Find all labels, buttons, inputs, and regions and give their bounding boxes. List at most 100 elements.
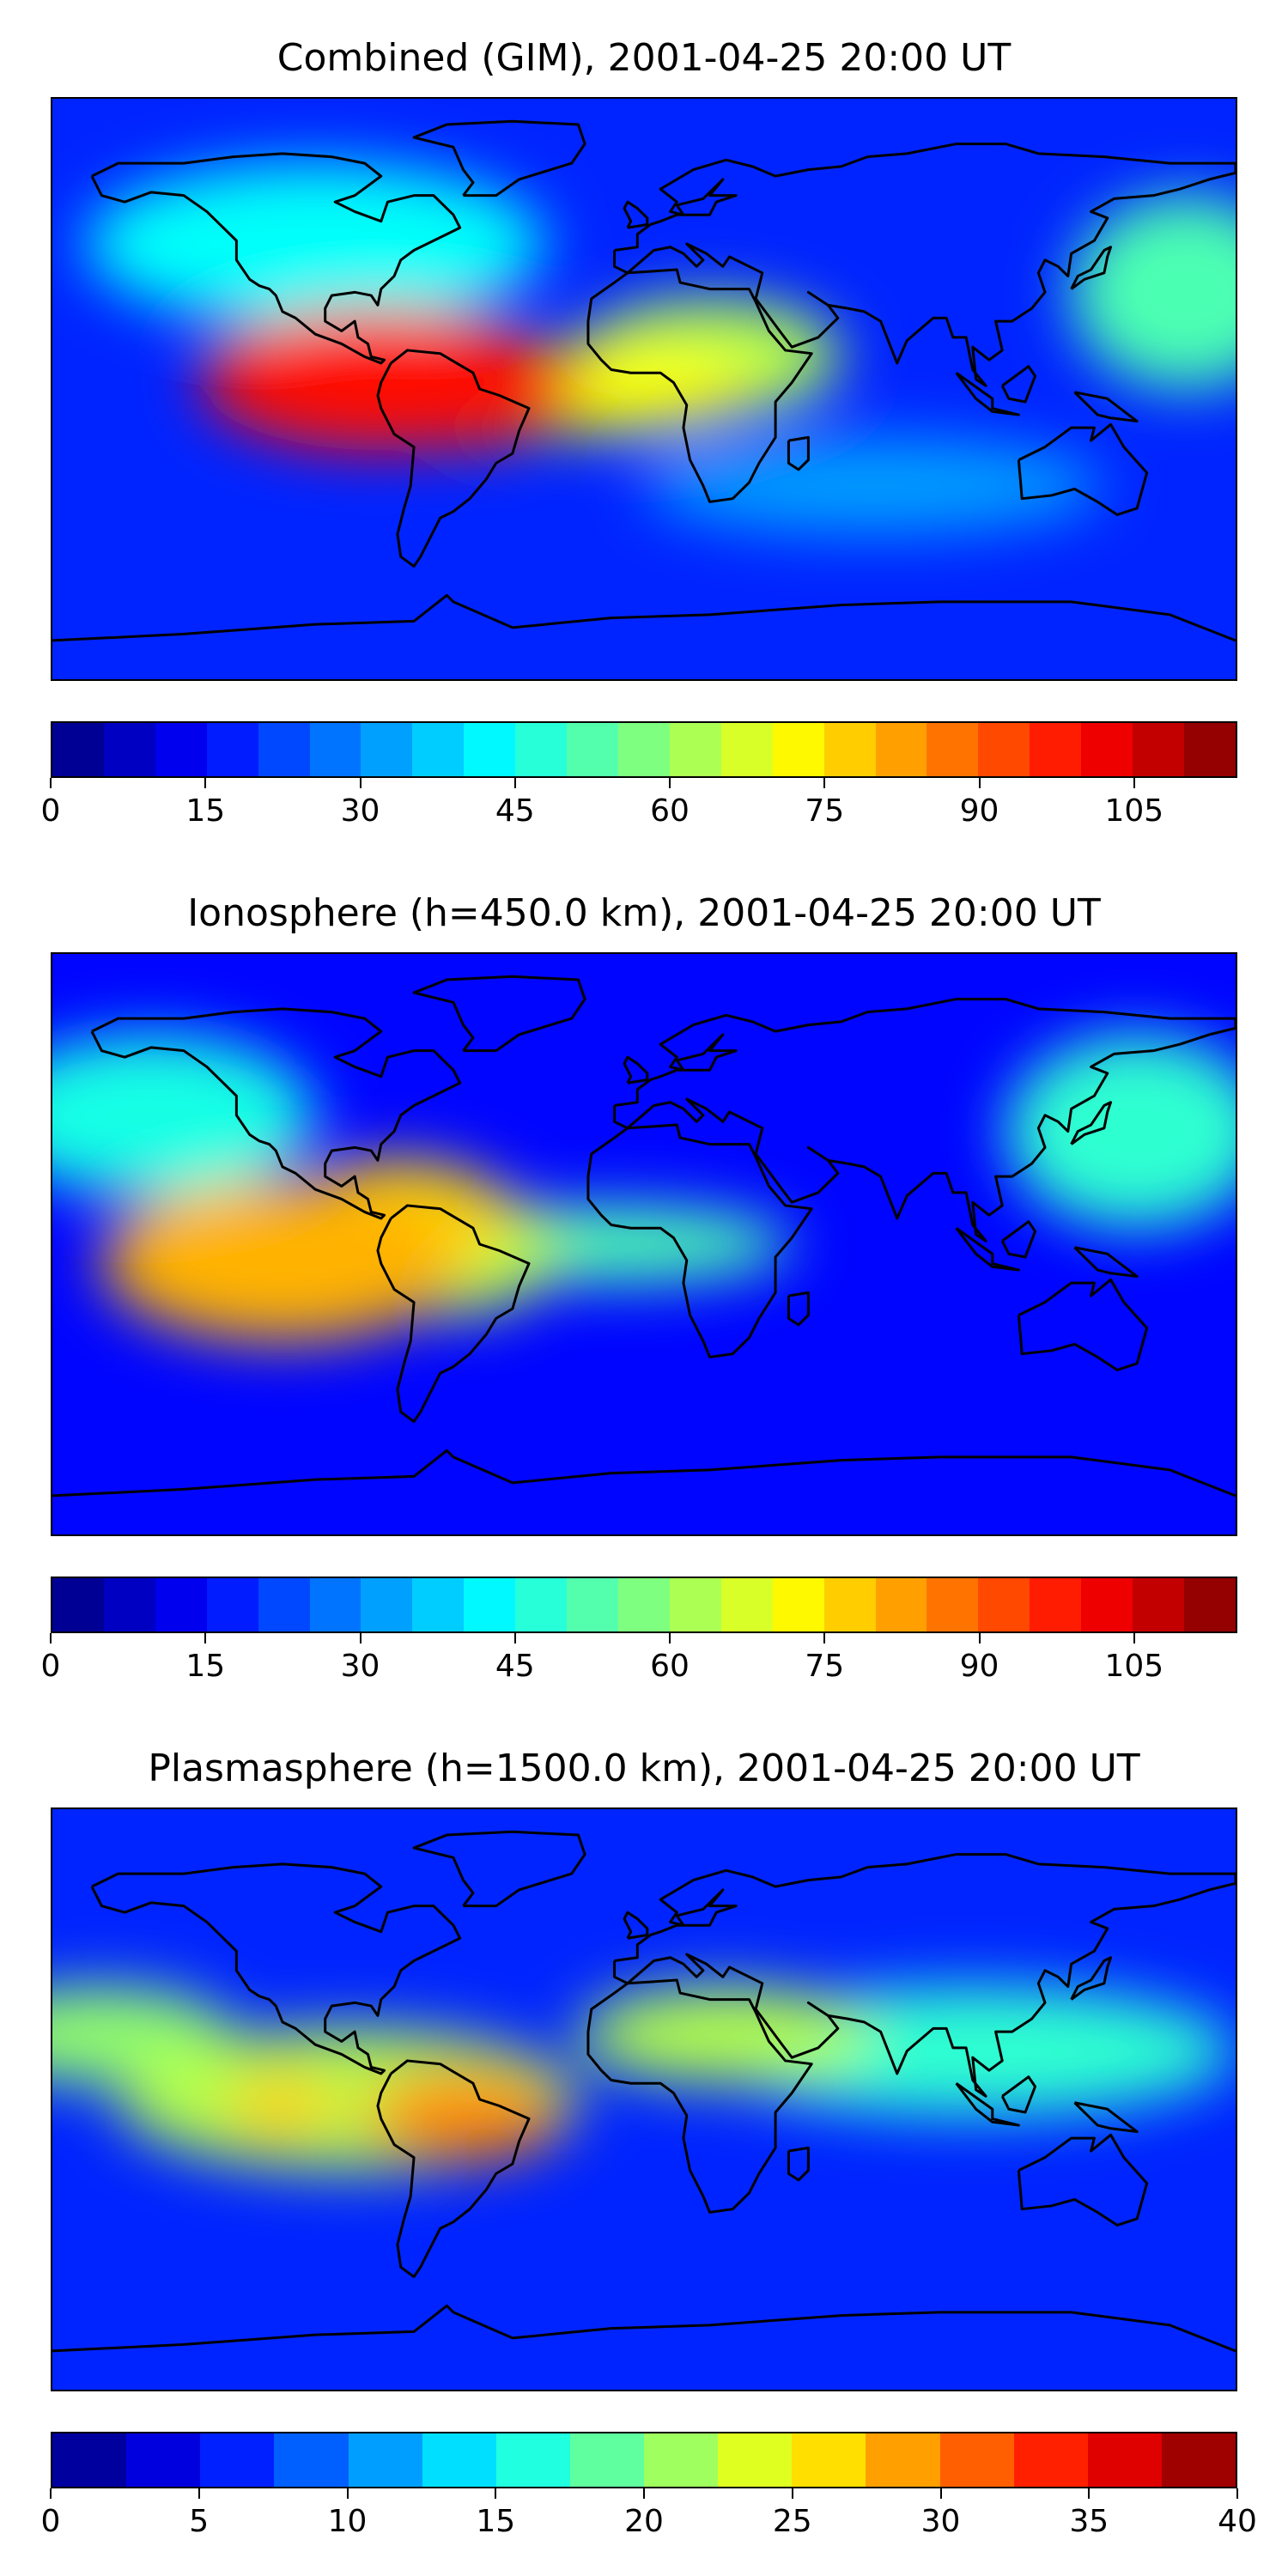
- map-svg: [52, 99, 1236, 679]
- colorbar-tick-label: 30: [340, 793, 380, 829]
- colorbar-combined: [51, 721, 1237, 778]
- colorbar-tick-label: 5: [189, 2504, 210, 2539]
- coastline: [1017, 1278, 1149, 1371]
- colorbar-ticks-plasmasphere: 0 5 10 15 20 25 30 35 40: [41, 2488, 1257, 2540]
- colorbar-segment: [1030, 1578, 1082, 1631]
- coastline: [90, 152, 462, 365]
- colorbar-tick-label: 15: [185, 1649, 226, 1684]
- colorbar-tick-mark: [513, 1633, 516, 1643]
- colorbar-ticks-combined: 0 15 30 45 60 75 90 105: [41, 778, 1237, 829]
- coastline: [376, 2059, 531, 2279]
- colorbar-tick-mark: [50, 778, 52, 788]
- coastline: [412, 975, 586, 1053]
- coastline: [376, 349, 531, 568]
- coastline: [1073, 391, 1139, 423]
- colorbar-tick-mark: [197, 2488, 200, 2499]
- coastline: [613, 1853, 1236, 2098]
- colorbar-segment: [200, 2433, 275, 2487]
- coastline: [412, 119, 586, 197]
- colorbar-segment: [464, 723, 516, 776]
- colorbar-segment: [1133, 723, 1184, 776]
- colorbar-segment: [52, 2433, 127, 2487]
- panel-title-ionosphere: Ionosphere (h=450.0 km), 2001-04-25 20:0…: [187, 891, 1101, 935]
- field-blob: [223, 2076, 342, 2136]
- colorbar-segment: [1030, 723, 1082, 776]
- colorbar-segment: [617, 1578, 670, 1631]
- coastline: [613, 998, 1236, 1242]
- colorbar-segment: [1183, 1578, 1236, 1631]
- colorbar-segment: [515, 723, 568, 776]
- colorbar-tick-mark: [1133, 778, 1135, 788]
- colorbar-segment: [792, 2433, 866, 2487]
- coastline: [52, 1449, 1236, 1498]
- map-svg: [52, 1809, 1236, 2390]
- colorbar-segment: [567, 1578, 618, 1631]
- colorbar-segment: [309, 1578, 361, 1631]
- colorbar-tick-mark: [939, 2488, 942, 2499]
- colorbar-tick-label: 75: [805, 1649, 845, 1684]
- coastline: [1000, 365, 1037, 404]
- field-blob: [364, 2070, 562, 2161]
- colorbar-segment: [1081, 1578, 1133, 1631]
- colorbar-segment: [720, 1578, 773, 1631]
- field-blob: [85, 163, 546, 325]
- colorbar-tick-label: 60: [650, 1649, 690, 1684]
- coastline: [1073, 2101, 1139, 2134]
- colorbar-tick-mark: [823, 778, 826, 788]
- coastline: [1070, 1101, 1113, 1145]
- colorbar-tick-label: 0: [40, 2504, 61, 2539]
- colorbar-tick-mark: [495, 2488, 497, 2499]
- colorbar-segment: [927, 1578, 979, 1631]
- colorbar-segment: [1081, 723, 1133, 776]
- colorbar-segment: [52, 1578, 104, 1631]
- colorbar-tick-mark: [823, 1633, 826, 1643]
- colorbar-segment: [274, 2433, 349, 2487]
- colorbar-tick-mark: [643, 2488, 645, 2499]
- colorbar-ionosphere: [51, 1577, 1237, 1633]
- colorbar-tick-mark: [1088, 2488, 1091, 2499]
- colorbar-plasmasphere: [51, 2432, 1237, 2488]
- coastline: [52, 2304, 1236, 2353]
- colorbar-tick-label: 30: [920, 2504, 961, 2539]
- coastline: [1000, 1220, 1037, 1259]
- coastline: [955, 372, 1020, 416]
- map-combined: [51, 97, 1237, 681]
- colorbar-segment: [412, 723, 465, 776]
- coastline: [1000, 2075, 1037, 2114]
- map-ionosphere: [51, 952, 1237, 1536]
- coastline: [1017, 422, 1149, 516]
- colorbar-tick-mark: [50, 1633, 52, 1643]
- colorbar-tick-label: 15: [185, 793, 226, 829]
- panel-title-combined: Combined (GIM), 2001-04-25 20:00 UT: [276, 36, 1012, 80]
- field-blob: [578, 1986, 874, 2084]
- colorbar-segment: [361, 723, 413, 776]
- coastline: [623, 1911, 649, 1940]
- colorbar-segment: [978, 1578, 1030, 1631]
- colorbar-tick-label: 105: [1104, 793, 1164, 829]
- coastline: [586, 1978, 813, 2214]
- colorbar-segment: [823, 1578, 876, 1631]
- colorbar-segment: [720, 723, 773, 776]
- colorbar-segment: [422, 2433, 496, 2487]
- colorbar-segment: [1183, 723, 1236, 776]
- colorbar-segment: [1087, 2433, 1162, 2487]
- coastline: [586, 268, 813, 503]
- colorbar-tick-label: 45: [495, 1649, 535, 1684]
- colorbar-tick-label: 35: [1069, 2504, 1109, 2539]
- colorbar-tick-label: 90: [959, 793, 999, 829]
- colorbar-segment: [569, 2433, 644, 2487]
- colorbar-tick-label: 60: [650, 793, 690, 829]
- colorbar-tick-mark: [1133, 1633, 1135, 1643]
- colorbar-segment: [258, 1578, 310, 1631]
- colorbar-tick-mark: [791, 2488, 793, 2499]
- colorbar-tick-label: 105: [1104, 1649, 1164, 1684]
- coastline: [787, 1291, 810, 1327]
- coastline: [1073, 1246, 1139, 1279]
- colorbar-segment: [823, 723, 876, 776]
- coastline: [52, 593, 1236, 642]
- coastline: [586, 1123, 813, 1358]
- colorbar-segment: [361, 1578, 413, 1631]
- colorbar-segment: [309, 723, 361, 776]
- colorbar-tick-mark: [978, 778, 981, 788]
- colorbar-segment: [1013, 2433, 1088, 2487]
